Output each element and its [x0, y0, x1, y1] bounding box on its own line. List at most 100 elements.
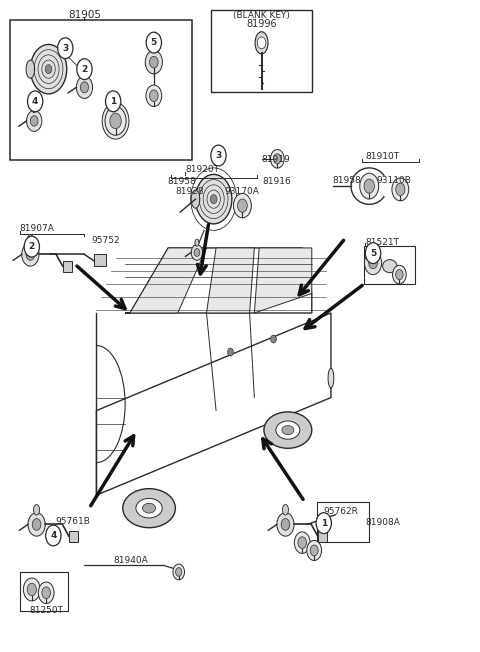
Text: 81905: 81905	[68, 10, 101, 20]
Ellipse shape	[195, 239, 199, 246]
Circle shape	[277, 512, 294, 536]
Circle shape	[271, 149, 284, 168]
Ellipse shape	[255, 32, 268, 54]
Text: 81916: 81916	[263, 177, 291, 186]
Text: 81250T: 81250T	[29, 606, 63, 615]
Bar	[364, 246, 415, 284]
Circle shape	[105, 107, 126, 135]
Circle shape	[110, 113, 121, 128]
Text: 3: 3	[216, 151, 222, 160]
Polygon shape	[125, 248, 312, 313]
Ellipse shape	[383, 259, 397, 273]
Text: 93110B: 93110B	[376, 176, 411, 185]
Circle shape	[150, 90, 158, 102]
Circle shape	[316, 512, 331, 533]
Text: 4: 4	[50, 531, 57, 540]
Text: 1: 1	[321, 518, 327, 527]
Circle shape	[102, 103, 129, 139]
Circle shape	[298, 537, 307, 548]
Circle shape	[27, 91, 43, 111]
Bar	[20, 572, 68, 611]
Text: 81958: 81958	[332, 176, 361, 185]
Ellipse shape	[136, 498, 162, 518]
Circle shape	[28, 512, 45, 536]
Text: 81920T: 81920T	[185, 166, 219, 174]
Circle shape	[392, 178, 409, 201]
Circle shape	[365, 243, 381, 263]
Text: 81958: 81958	[167, 177, 196, 186]
Text: 95761B: 95761B	[56, 516, 91, 526]
Circle shape	[396, 269, 403, 280]
Circle shape	[281, 518, 290, 530]
Ellipse shape	[34, 505, 40, 515]
Circle shape	[30, 115, 38, 126]
Circle shape	[360, 173, 379, 199]
Bar	[317, 501, 369, 542]
Circle shape	[307, 541, 322, 561]
Circle shape	[106, 91, 121, 111]
Circle shape	[46, 525, 61, 546]
Circle shape	[38, 582, 54, 604]
Polygon shape	[130, 248, 206, 313]
Circle shape	[257, 37, 266, 49]
Bar	[69, 531, 78, 542]
Ellipse shape	[328, 368, 334, 388]
Text: 93170A: 93170A	[225, 188, 260, 196]
Text: 2: 2	[81, 65, 87, 74]
Circle shape	[77, 59, 92, 80]
Circle shape	[173, 564, 184, 580]
Bar	[63, 261, 72, 272]
Circle shape	[24, 578, 40, 601]
Ellipse shape	[264, 412, 312, 449]
Text: 4: 4	[32, 97, 38, 106]
Circle shape	[393, 265, 406, 284]
Circle shape	[27, 584, 36, 596]
Text: 81521T: 81521T	[365, 238, 399, 247]
Text: 2: 2	[29, 242, 35, 251]
Circle shape	[26, 248, 35, 260]
Ellipse shape	[27, 235, 34, 245]
Text: 81919: 81919	[262, 155, 290, 164]
Ellipse shape	[32, 103, 37, 113]
Text: 5: 5	[370, 248, 376, 258]
Circle shape	[22, 243, 39, 266]
Circle shape	[80, 82, 88, 93]
Ellipse shape	[143, 503, 156, 513]
Text: 81907A: 81907A	[20, 224, 55, 233]
Circle shape	[369, 257, 377, 269]
Circle shape	[26, 111, 42, 131]
Bar	[318, 531, 327, 542]
Circle shape	[146, 85, 162, 106]
Ellipse shape	[282, 426, 294, 435]
Bar	[10, 20, 192, 160]
Circle shape	[145, 50, 162, 74]
Circle shape	[233, 194, 252, 218]
Ellipse shape	[191, 190, 200, 208]
Ellipse shape	[26, 60, 35, 78]
Text: 5: 5	[151, 38, 157, 47]
Ellipse shape	[123, 488, 175, 527]
Circle shape	[45, 65, 52, 74]
Circle shape	[211, 145, 226, 166]
Ellipse shape	[82, 68, 87, 78]
Circle shape	[191, 244, 203, 260]
Circle shape	[76, 76, 93, 98]
Circle shape	[396, 183, 405, 196]
Text: 81940A: 81940A	[113, 556, 148, 565]
Polygon shape	[254, 248, 312, 313]
Text: 81928: 81928	[175, 188, 204, 196]
Circle shape	[32, 518, 41, 530]
Circle shape	[294, 532, 310, 554]
Circle shape	[274, 154, 281, 164]
Ellipse shape	[282, 505, 288, 515]
Text: 1: 1	[110, 97, 116, 106]
Circle shape	[176, 568, 182, 576]
Circle shape	[210, 194, 217, 203]
Circle shape	[364, 251, 382, 274]
Circle shape	[228, 348, 233, 356]
Circle shape	[150, 56, 158, 68]
Text: 81908A: 81908A	[365, 518, 400, 527]
Text: 3: 3	[62, 44, 69, 53]
Bar	[211, 10, 312, 92]
Circle shape	[364, 179, 374, 193]
